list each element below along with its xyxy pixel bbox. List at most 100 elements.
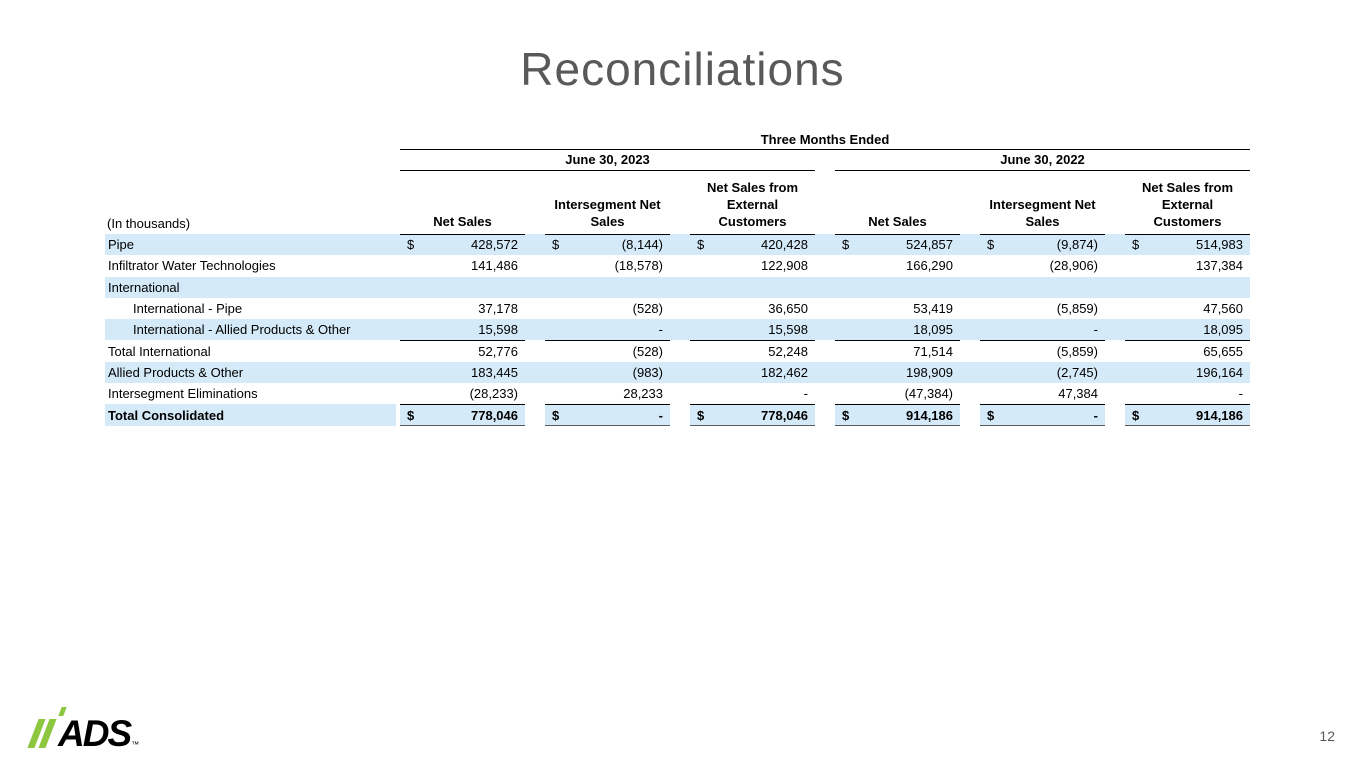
table-row: International - Allied Products & Other 1… bbox=[105, 319, 1250, 341]
cell-value: $420,428 bbox=[690, 234, 815, 256]
column-header: Intersegment Net Sales bbox=[980, 170, 1105, 235]
spacer bbox=[525, 319, 545, 341]
cell-value: 18,095 bbox=[1125, 319, 1250, 341]
spacer bbox=[525, 383, 545, 404]
spacer bbox=[670, 255, 690, 276]
cell-value: (28,906) bbox=[1049, 258, 1098, 274]
table-row: International - Pipe 37,178 (528) 36,650 53,… bbox=[105, 298, 1250, 319]
cell-value: $524,857 bbox=[835, 234, 960, 256]
row-label: Allied Products & Other bbox=[105, 361, 400, 384]
spacer bbox=[1105, 255, 1125, 276]
spacer bbox=[960, 276, 980, 298]
empty-cell bbox=[105, 149, 400, 170]
table-row: International bbox=[105, 276, 1250, 298]
spacer bbox=[670, 276, 690, 298]
row-label: Total Consolidated bbox=[105, 404, 400, 426]
row-label: Intersegment Eliminations bbox=[108, 386, 258, 402]
spacer bbox=[960, 404, 980, 425]
trademark-symbol: ™ bbox=[131, 740, 140, 749]
spacer bbox=[1105, 361, 1125, 384]
spacer bbox=[670, 361, 690, 384]
row-label: Total International bbox=[108, 343, 211, 359]
cell-value: 122,908 bbox=[761, 258, 808, 274]
cell-value: 196,164 bbox=[1125, 361, 1250, 384]
cell-value: 183,445 bbox=[400, 361, 525, 384]
cell-value: $514,983 bbox=[1125, 234, 1250, 256]
cell-value: 71,514 bbox=[913, 343, 953, 359]
table-row: Total Consolidated $778,046 $ - $778,046 $914… bbox=[105, 403, 1250, 427]
column-header: Net Sales from External Customers bbox=[690, 170, 815, 235]
cell-value: - bbox=[980, 319, 1105, 341]
cell-value: 166,290 bbox=[906, 258, 953, 274]
spacer bbox=[670, 340, 690, 361]
spacer bbox=[960, 340, 980, 361]
period-header: June 30, 2023 bbox=[400, 149, 815, 171]
group-gap bbox=[815, 404, 835, 425]
group-gap bbox=[815, 255, 835, 276]
spacer bbox=[960, 298, 980, 319]
table-caption: Three Months Ended bbox=[400, 130, 1250, 150]
cell-value: 52,248 bbox=[768, 343, 808, 359]
cell-value bbox=[690, 276, 815, 298]
cell-value: 65,655 bbox=[1203, 343, 1243, 359]
spacer bbox=[670, 404, 690, 425]
cell-value: (528) bbox=[632, 343, 663, 359]
spacer bbox=[1105, 170, 1125, 234]
spacer bbox=[1105, 234, 1125, 256]
cell-value: (5,859) bbox=[1056, 301, 1098, 317]
cell-value: 198,909 bbox=[835, 361, 960, 384]
table-row: Total International 52,776 (528) 52,248 71,5… bbox=[105, 340, 1250, 361]
in-thousands-label: (In thousands) bbox=[107, 216, 191, 231]
group-gap bbox=[815, 298, 835, 319]
cell-value: 53,419 bbox=[913, 301, 953, 317]
cell-value bbox=[400, 276, 525, 298]
spacer bbox=[960, 319, 980, 341]
cell-value: (18,578) bbox=[614, 258, 663, 274]
group-gap bbox=[815, 319, 835, 341]
cell-value: (2,745) bbox=[980, 361, 1105, 384]
spacer bbox=[1105, 276, 1125, 298]
page-title: Reconciliations bbox=[520, 43, 845, 95]
group-gap bbox=[815, 340, 835, 361]
cell-value: 15,598 bbox=[400, 319, 525, 341]
table-row: Infiltrator Water Technologies 141,486 (18… bbox=[105, 255, 1250, 276]
spacer bbox=[960, 234, 980, 256]
cell-value: - bbox=[1125, 383, 1250, 405]
column-header: Net Sales bbox=[835, 170, 960, 235]
cell-value: (28,233) bbox=[400, 383, 525, 405]
cell-value: (5,859) bbox=[1056, 343, 1098, 359]
cell-value: 15,598 bbox=[690, 319, 815, 341]
spacer bbox=[525, 340, 545, 361]
spacer bbox=[525, 298, 545, 319]
table-row-caption: Three Months Ended bbox=[105, 130, 1250, 150]
column-header: Net Sales from External Customers bbox=[1125, 170, 1250, 235]
spacer bbox=[525, 361, 545, 384]
cell-value: $ (8,144) bbox=[545, 234, 670, 256]
spacer bbox=[960, 255, 980, 276]
cell-value: $778,046 bbox=[400, 403, 525, 427]
cell-value: $ (9,874) bbox=[980, 234, 1105, 256]
spacer bbox=[525, 234, 545, 256]
cell-value bbox=[545, 276, 670, 298]
spacer bbox=[960, 170, 980, 234]
table-row-periods: June 30, 2023 June 30, 2022 bbox=[105, 149, 1250, 171]
cell-value: (983) bbox=[545, 361, 670, 384]
spacer bbox=[1105, 298, 1125, 319]
table-row: Pipe $428,572 $ (8,144) $420,428 $524,857 $ (9,… bbox=[105, 234, 1250, 256]
cell-value: $778,046 bbox=[690, 403, 815, 427]
cell-value: 182,462 bbox=[690, 361, 815, 384]
cell-value bbox=[1125, 276, 1250, 298]
table-row: Intersegment Eliminations (28,233) 28,233-… bbox=[105, 383, 1250, 405]
spacer bbox=[1105, 404, 1125, 425]
spacer bbox=[670, 298, 690, 319]
spacer bbox=[670, 383, 690, 404]
spacer bbox=[525, 276, 545, 298]
table-row: Allied Products & Other 183,445 (983) 182,4… bbox=[105, 361, 1250, 384]
group-gap bbox=[815, 361, 835, 384]
empty-cell bbox=[105, 130, 400, 149]
spacer bbox=[960, 361, 980, 384]
spacer bbox=[670, 170, 690, 234]
row-label: Infiltrator Water Technologies bbox=[108, 258, 276, 274]
spacer bbox=[525, 255, 545, 276]
